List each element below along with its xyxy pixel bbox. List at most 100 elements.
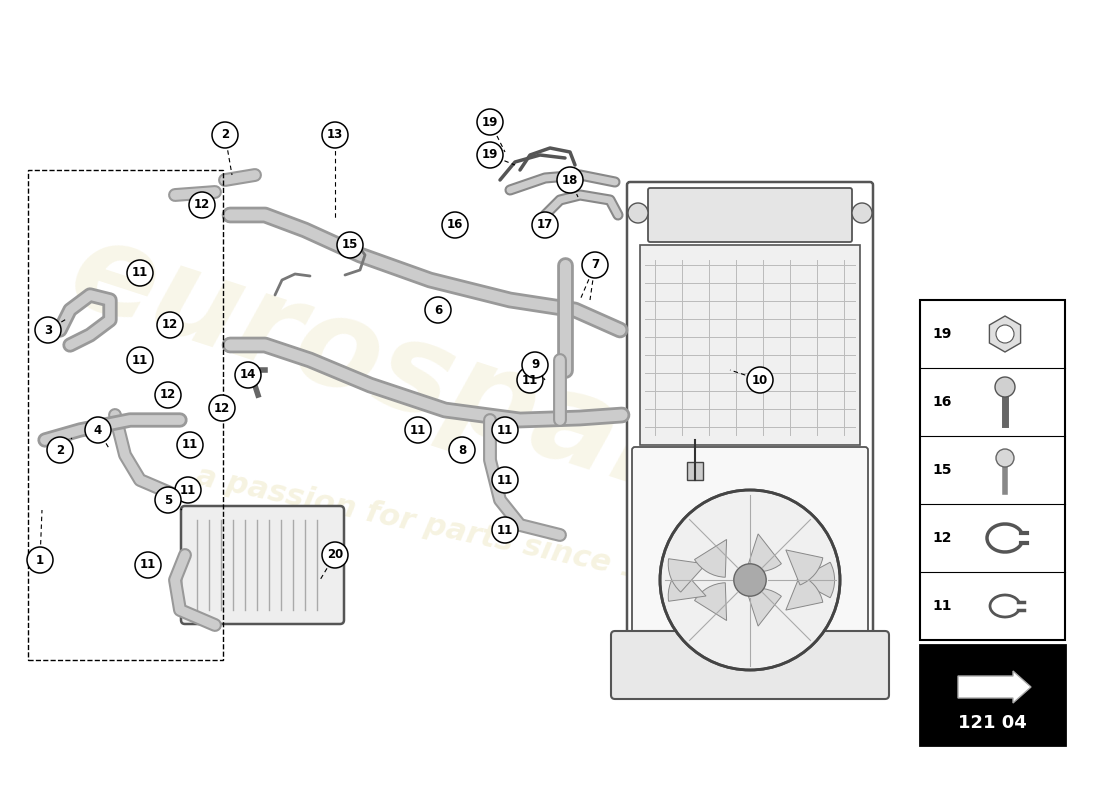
Circle shape <box>209 395 235 421</box>
Text: 1: 1 <box>36 554 44 566</box>
Circle shape <box>425 297 451 323</box>
Text: 8: 8 <box>458 443 466 457</box>
Wedge shape <box>668 568 706 602</box>
Wedge shape <box>785 575 823 610</box>
Wedge shape <box>796 562 835 598</box>
Wedge shape <box>747 534 781 572</box>
Text: 11: 11 <box>497 523 513 537</box>
Circle shape <box>532 212 558 238</box>
Bar <box>920 300 1065 640</box>
Circle shape <box>212 122 238 148</box>
Text: 4: 4 <box>94 423 102 437</box>
Text: 9: 9 <box>531 358 539 371</box>
Text: 16: 16 <box>933 395 952 409</box>
Circle shape <box>747 367 773 393</box>
Text: 18: 18 <box>562 174 579 186</box>
Text: 12: 12 <box>160 389 176 402</box>
FancyArrow shape <box>958 671 1031 703</box>
Circle shape <box>449 437 475 463</box>
Circle shape <box>126 260 153 286</box>
Circle shape <box>996 449 1014 467</box>
Text: 11: 11 <box>521 374 538 386</box>
Text: 12: 12 <box>162 318 178 331</box>
Circle shape <box>582 252 608 278</box>
Text: 17: 17 <box>537 218 553 231</box>
Text: a passion for parts since 1985: a passion for parts since 1985 <box>192 462 707 598</box>
Bar <box>920 645 1065 745</box>
Circle shape <box>517 367 543 393</box>
Circle shape <box>155 382 182 408</box>
Text: 11: 11 <box>180 483 196 497</box>
Circle shape <box>492 517 518 543</box>
Bar <box>28 170 223 660</box>
Text: 6: 6 <box>433 303 442 317</box>
Text: 11: 11 <box>410 423 426 437</box>
Text: 19: 19 <box>933 327 952 341</box>
FancyBboxPatch shape <box>627 182 873 678</box>
Circle shape <box>177 432 204 458</box>
Circle shape <box>442 212 468 238</box>
Text: 12: 12 <box>213 402 230 414</box>
Text: 12: 12 <box>194 198 210 211</box>
Circle shape <box>155 487 182 513</box>
Wedge shape <box>747 588 781 626</box>
FancyBboxPatch shape <box>610 631 889 699</box>
Circle shape <box>996 325 1014 343</box>
Text: 12: 12 <box>933 531 952 545</box>
Wedge shape <box>694 539 727 578</box>
Wedge shape <box>785 550 823 585</box>
Circle shape <box>157 312 183 338</box>
Circle shape <box>660 490 840 670</box>
Circle shape <box>492 467 518 493</box>
Text: 13: 13 <box>327 129 343 142</box>
Text: 11: 11 <box>140 558 156 571</box>
Text: 121 04: 121 04 <box>958 714 1027 732</box>
Bar <box>640 245 860 445</box>
Circle shape <box>628 203 648 223</box>
Circle shape <box>47 437 73 463</box>
Circle shape <box>135 552 161 578</box>
Circle shape <box>85 417 111 443</box>
Wedge shape <box>668 558 706 592</box>
FancyBboxPatch shape <box>648 188 852 242</box>
Circle shape <box>492 417 518 443</box>
Text: 15: 15 <box>342 238 359 251</box>
Circle shape <box>28 547 53 573</box>
Circle shape <box>557 167 583 193</box>
Text: 15: 15 <box>933 463 952 477</box>
Circle shape <box>734 564 767 596</box>
Circle shape <box>189 192 214 218</box>
Text: 11: 11 <box>497 474 513 486</box>
Text: eurospares: eurospares <box>55 210 845 570</box>
Circle shape <box>126 347 153 373</box>
Text: 16: 16 <box>447 218 463 231</box>
Circle shape <box>235 362 261 388</box>
Circle shape <box>322 122 348 148</box>
Text: 11: 11 <box>933 599 952 613</box>
Circle shape <box>337 232 363 258</box>
Circle shape <box>35 317 60 343</box>
Circle shape <box>852 203 872 223</box>
Circle shape <box>322 542 348 568</box>
Text: 11: 11 <box>132 354 148 366</box>
Text: 20: 20 <box>327 549 343 562</box>
Circle shape <box>405 417 431 443</box>
Circle shape <box>175 477 201 503</box>
Bar <box>688 462 703 480</box>
FancyBboxPatch shape <box>182 506 344 624</box>
Text: 5: 5 <box>164 494 172 506</box>
Circle shape <box>477 109 503 135</box>
Circle shape <box>522 352 548 378</box>
Text: 11: 11 <box>182 438 198 451</box>
Text: 7: 7 <box>591 258 600 271</box>
Text: 10: 10 <box>752 374 768 386</box>
Text: 14: 14 <box>240 369 256 382</box>
Circle shape <box>996 377 1015 397</box>
Text: 3: 3 <box>44 323 52 337</box>
Text: 2: 2 <box>56 443 64 457</box>
Text: 11: 11 <box>132 266 148 279</box>
FancyBboxPatch shape <box>632 447 868 673</box>
Wedge shape <box>694 582 727 621</box>
Text: 2: 2 <box>221 129 229 142</box>
Circle shape <box>477 142 503 168</box>
